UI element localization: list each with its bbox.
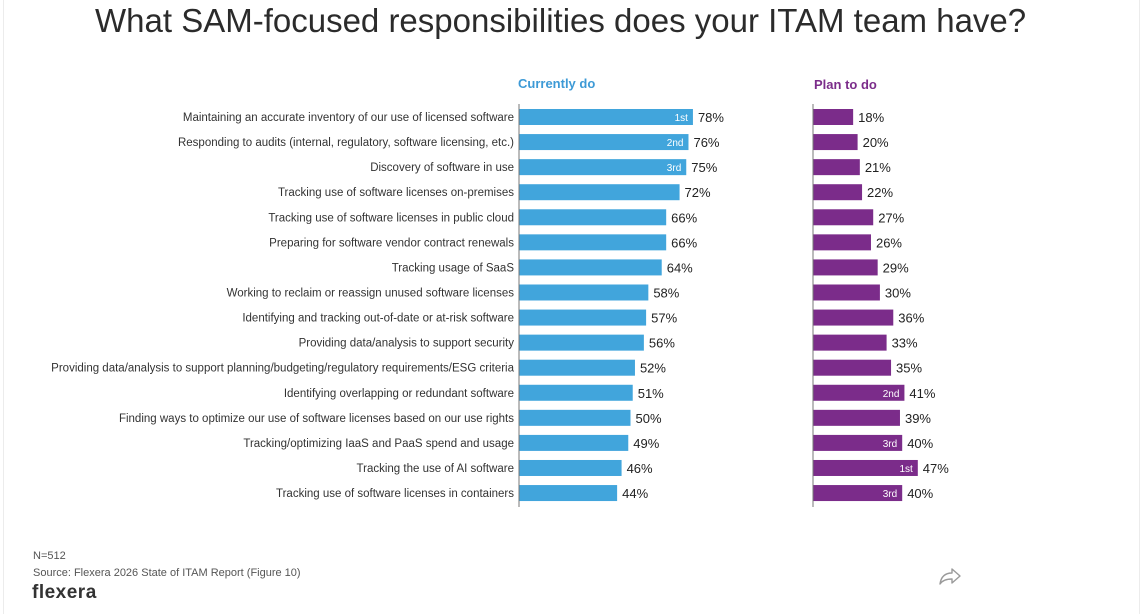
bar-current xyxy=(519,459,622,476)
category-label: Discovery of software in use xyxy=(370,162,514,174)
bar-current xyxy=(519,234,667,251)
bar-current xyxy=(519,334,644,351)
category-label: Responding to audits (internal, regulato… xyxy=(178,137,514,149)
bar-plan xyxy=(813,359,892,376)
category-label: Providing data/analysis to support plann… xyxy=(51,363,514,375)
bar-plan xyxy=(813,309,894,326)
value-label-current: 49% xyxy=(633,436,659,451)
source-note: Source: Flexera 2026 State of ITAM Repor… xyxy=(33,567,301,579)
bar-current xyxy=(519,284,649,301)
rank-badge-current: 1st xyxy=(675,113,689,124)
sample-size-note: N=512 xyxy=(33,550,66,562)
category-label: Tracking use of software licenses in pub… xyxy=(268,212,514,224)
bar-plan xyxy=(813,134,858,151)
value-label-plan: 20% xyxy=(863,135,889,150)
category-label: Tracking use of software licenses in con… xyxy=(276,488,514,500)
value-label-current: 66% xyxy=(671,210,697,225)
page-title: What SAM-focused responsibilities does y… xyxy=(95,2,1027,39)
bar-plan xyxy=(813,334,887,351)
bar-chart: Currently do Plan to do Maintaining an acc… xyxy=(51,76,949,507)
value-label-current: 57% xyxy=(651,311,677,326)
category-label: Tracking/optimizing IaaS and PaaS spend … xyxy=(243,438,514,450)
value-label-current: 58% xyxy=(653,285,679,300)
rank-badge-plan: 3rd xyxy=(883,439,897,450)
value-label-current: 66% xyxy=(671,235,697,250)
category-label: Identifying and tracking out-of-date or … xyxy=(242,313,514,325)
value-label-plan: 18% xyxy=(858,110,884,125)
value-label-current: 64% xyxy=(667,260,693,275)
value-label-plan: 40% xyxy=(907,436,933,451)
category-label: Tracking usage of SaaS xyxy=(392,262,515,274)
value-label-plan: 47% xyxy=(923,461,949,476)
value-label-current: 51% xyxy=(638,386,664,401)
rank-badge-current: 3rd xyxy=(667,163,681,174)
rank-badge-plan: 3rd xyxy=(883,489,897,500)
bar-current xyxy=(519,209,667,226)
bar-plan xyxy=(813,109,854,125)
value-label-plan: 29% xyxy=(883,260,909,275)
category-label: Finding ways to optimize our use of soft… xyxy=(119,413,514,425)
bar-plan xyxy=(813,459,918,476)
bar-current xyxy=(519,485,618,502)
category-label: Tracking the use of AI software xyxy=(357,463,514,475)
bar-current xyxy=(519,109,693,125)
bar-plan xyxy=(813,184,863,201)
value-label-plan: 39% xyxy=(905,411,931,426)
value-label-current: 56% xyxy=(649,336,675,351)
bar-current xyxy=(519,434,629,451)
frame-left-border xyxy=(3,0,4,614)
rank-badge-plan: 2nd xyxy=(883,389,900,400)
value-label-current: 78% xyxy=(698,110,724,125)
bar-current xyxy=(519,134,689,151)
bar-plan xyxy=(813,434,903,451)
bar-current xyxy=(519,409,631,426)
share-arrow-icon[interactable] xyxy=(938,566,962,586)
value-label-plan: 30% xyxy=(885,285,911,300)
bar-plan xyxy=(813,284,880,301)
bar-plan xyxy=(813,384,905,401)
value-label-current: 52% xyxy=(640,361,666,376)
bar-current xyxy=(519,359,635,376)
bar-plan xyxy=(813,234,871,251)
value-label-plan: 40% xyxy=(907,486,933,501)
category-label: Working to reclaim or reassign unused so… xyxy=(227,287,515,299)
bar-current xyxy=(519,384,633,401)
frame-right-border xyxy=(1139,0,1140,614)
bar-current xyxy=(519,259,662,276)
category-label: Providing data/analysis to support secur… xyxy=(299,338,515,350)
rank-badge-current: 2nd xyxy=(667,138,684,149)
value-label-plan: 35% xyxy=(896,361,922,376)
bar-plan xyxy=(813,409,900,426)
bar-current xyxy=(519,159,687,176)
category-label: Identifying overlapping or redundant sof… xyxy=(284,388,514,400)
brand-logo: flexera xyxy=(32,582,97,603)
bar-current xyxy=(519,309,647,326)
value-label-current: 50% xyxy=(636,411,662,426)
series-header-plan: Plan to do xyxy=(814,77,877,92)
value-label-plan: 26% xyxy=(876,235,902,250)
category-label: Preparing for software vendor contract r… xyxy=(269,237,514,249)
value-label-plan: 36% xyxy=(898,311,924,326)
category-label: Tracking use of software licenses on-pre… xyxy=(278,187,514,199)
bar-plan xyxy=(813,209,874,226)
series-header-current: Currently do xyxy=(518,76,595,91)
value-label-plan: 27% xyxy=(878,210,904,225)
value-label-current: 75% xyxy=(691,160,717,175)
value-label-plan: 22% xyxy=(867,185,893,200)
bar-plan xyxy=(813,485,903,502)
bar-plan xyxy=(813,159,860,176)
bar-plan xyxy=(813,259,878,276)
value-label-current: 44% xyxy=(622,486,648,501)
value-label-plan: 21% xyxy=(865,160,891,175)
rank-badge-plan: 1st xyxy=(899,464,913,475)
value-label-current: 76% xyxy=(693,135,719,150)
value-label-current: 72% xyxy=(685,185,711,200)
value-label-plan: 41% xyxy=(909,386,935,401)
bar-current xyxy=(519,184,680,201)
value-label-plan: 33% xyxy=(892,336,918,351)
value-label-current: 46% xyxy=(627,461,653,476)
category-label: Maintaining an accurate inventory of our… xyxy=(183,112,514,124)
